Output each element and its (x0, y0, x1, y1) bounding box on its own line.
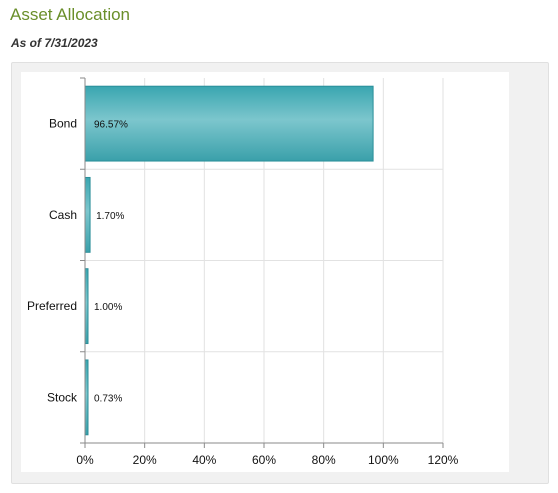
x-tick-label-120: 120% (428, 453, 459, 467)
x-tick-label-0: 0% (76, 453, 94, 467)
x-tick-label-100: 100% (368, 453, 399, 467)
x-tick-label-80: 80% (312, 453, 336, 467)
page-title: Asset Allocation (10, 5, 131, 24)
as-of-date: As of 7/31/2023 (11, 36, 98, 50)
data-label-bond: 96.57% (94, 120, 128, 131)
category-label-stock: Stock (47, 390, 78, 404)
axes (80, 77, 444, 448)
x-tick-label-20: 20% (133, 453, 157, 467)
data-label-preferred: 1.00% (94, 302, 122, 313)
bar-cash (84, 176, 91, 253)
x-tick-label-40: 40% (192, 453, 216, 467)
data-label-stock: 0.73% (94, 393, 122, 404)
x-tick-label-60: 60% (252, 453, 276, 467)
bar-bond (84, 85, 374, 162)
data-label-cash: 1.70% (96, 211, 124, 222)
labels: Bond 96.57% Cash 1.70% Preferred 1.00% Stock 0.… (27, 117, 459, 467)
category-label-preferred: Preferred (27, 299, 77, 313)
category-label-bond: Bond (49, 117, 77, 131)
category-label-cash: Cash (49, 208, 77, 222)
